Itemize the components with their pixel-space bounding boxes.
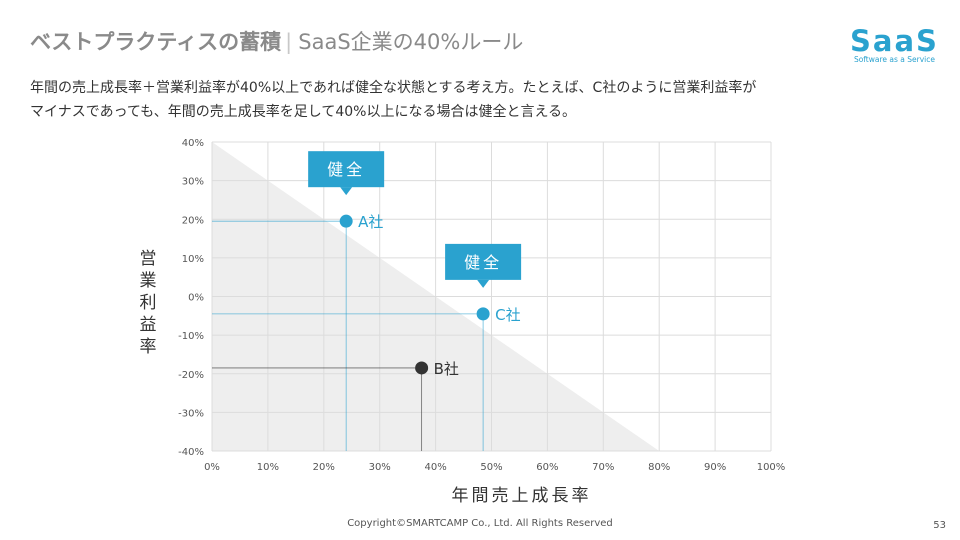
logo-text: SaaS	[850, 24, 939, 58]
data-point-group: A社 健全	[212, 151, 385, 451]
callout-pointer	[477, 279, 490, 288]
x-tick-label: 60%	[536, 462, 558, 473]
callout-box	[308, 151, 385, 188]
data-point	[415, 361, 429, 375]
y-tick-label: 40%	[182, 138, 204, 149]
y-tick-label: 10%	[182, 254, 204, 265]
data-point-group: B社	[212, 360, 459, 451]
x-tick-label: 40%	[424, 462, 446, 473]
x-tick-label: 100%	[757, 462, 786, 473]
data-point	[339, 214, 353, 228]
x-tick-label: 20%	[313, 462, 335, 473]
title-separator: |	[285, 30, 293, 54]
description: 年間の売上成長率＋営業利益率が40%以上であれば健全な状態とする考え方。たとえば…	[30, 76, 910, 124]
x-tick-label: 90%	[704, 462, 726, 473]
y-axis-label-char: 率	[139, 337, 157, 357]
logo-tagline: Software as a Service	[853, 55, 935, 64]
callout-text: 健全	[327, 160, 365, 179]
data-point-group: C社 健全	[212, 243, 522, 451]
data-point	[476, 307, 490, 321]
title-subtitle: SaaS企業の40%ルール	[298, 30, 524, 54]
x-axis-label: 年間売上成長率	[452, 486, 592, 506]
saas-logo: SaaS Software as a Service	[850, 26, 939, 64]
x-tick-label: 0%	[204, 462, 220, 473]
callout-box	[445, 243, 522, 280]
description-line-2: マイナスであっても、年間の売上成長率を足して40%以上になる場合は健全と言える。	[30, 104, 577, 120]
y-axis-label-char: 利	[139, 293, 157, 313]
y-axis-label-char: 益	[139, 315, 157, 335]
y-tick-label: -10%	[178, 331, 204, 342]
page-number: 53	[933, 520, 946, 531]
page-title: ベストプラクティスの蓄積 | SaaS企業の40%ルール	[30, 26, 523, 56]
y-tick-label: -40%	[178, 447, 204, 458]
x-tick-label: 80%	[648, 462, 670, 473]
callout-text: 健全	[464, 253, 502, 272]
data-point-label: B社	[434, 360, 459, 378]
x-tick-label: 30%	[369, 462, 391, 473]
x-tick-label: 50%	[480, 462, 502, 473]
callout-pointer	[340, 187, 353, 196]
y-axis-label-char: 営	[139, 249, 157, 269]
y-tick-label: -20%	[178, 370, 204, 381]
copyright: Copyright©SMARTCAMP Co., Ltd. All Rights…	[347, 518, 613, 529]
x-tick-label: 10%	[257, 462, 279, 473]
data-point-label: C社	[495, 306, 520, 324]
y-tick-label: 30%	[182, 177, 204, 188]
y-axis-label-char: 業	[139, 271, 157, 291]
y-axis-label: 営業利益率	[136, 248, 160, 358]
description-line-1: 年間の売上成長率＋営業利益率が40%以上であれば健全な状態とする考え方。たとえば…	[30, 80, 757, 96]
title-main: ベストプラクティスの蓄積	[30, 30, 282, 54]
x-tick-label: 70%	[592, 462, 614, 473]
y-tick-label: -30%	[178, 408, 204, 419]
data-point-label: A社	[358, 213, 383, 231]
y-tick-label: 20%	[182, 215, 204, 226]
y-tick-label: 0%	[188, 293, 204, 304]
